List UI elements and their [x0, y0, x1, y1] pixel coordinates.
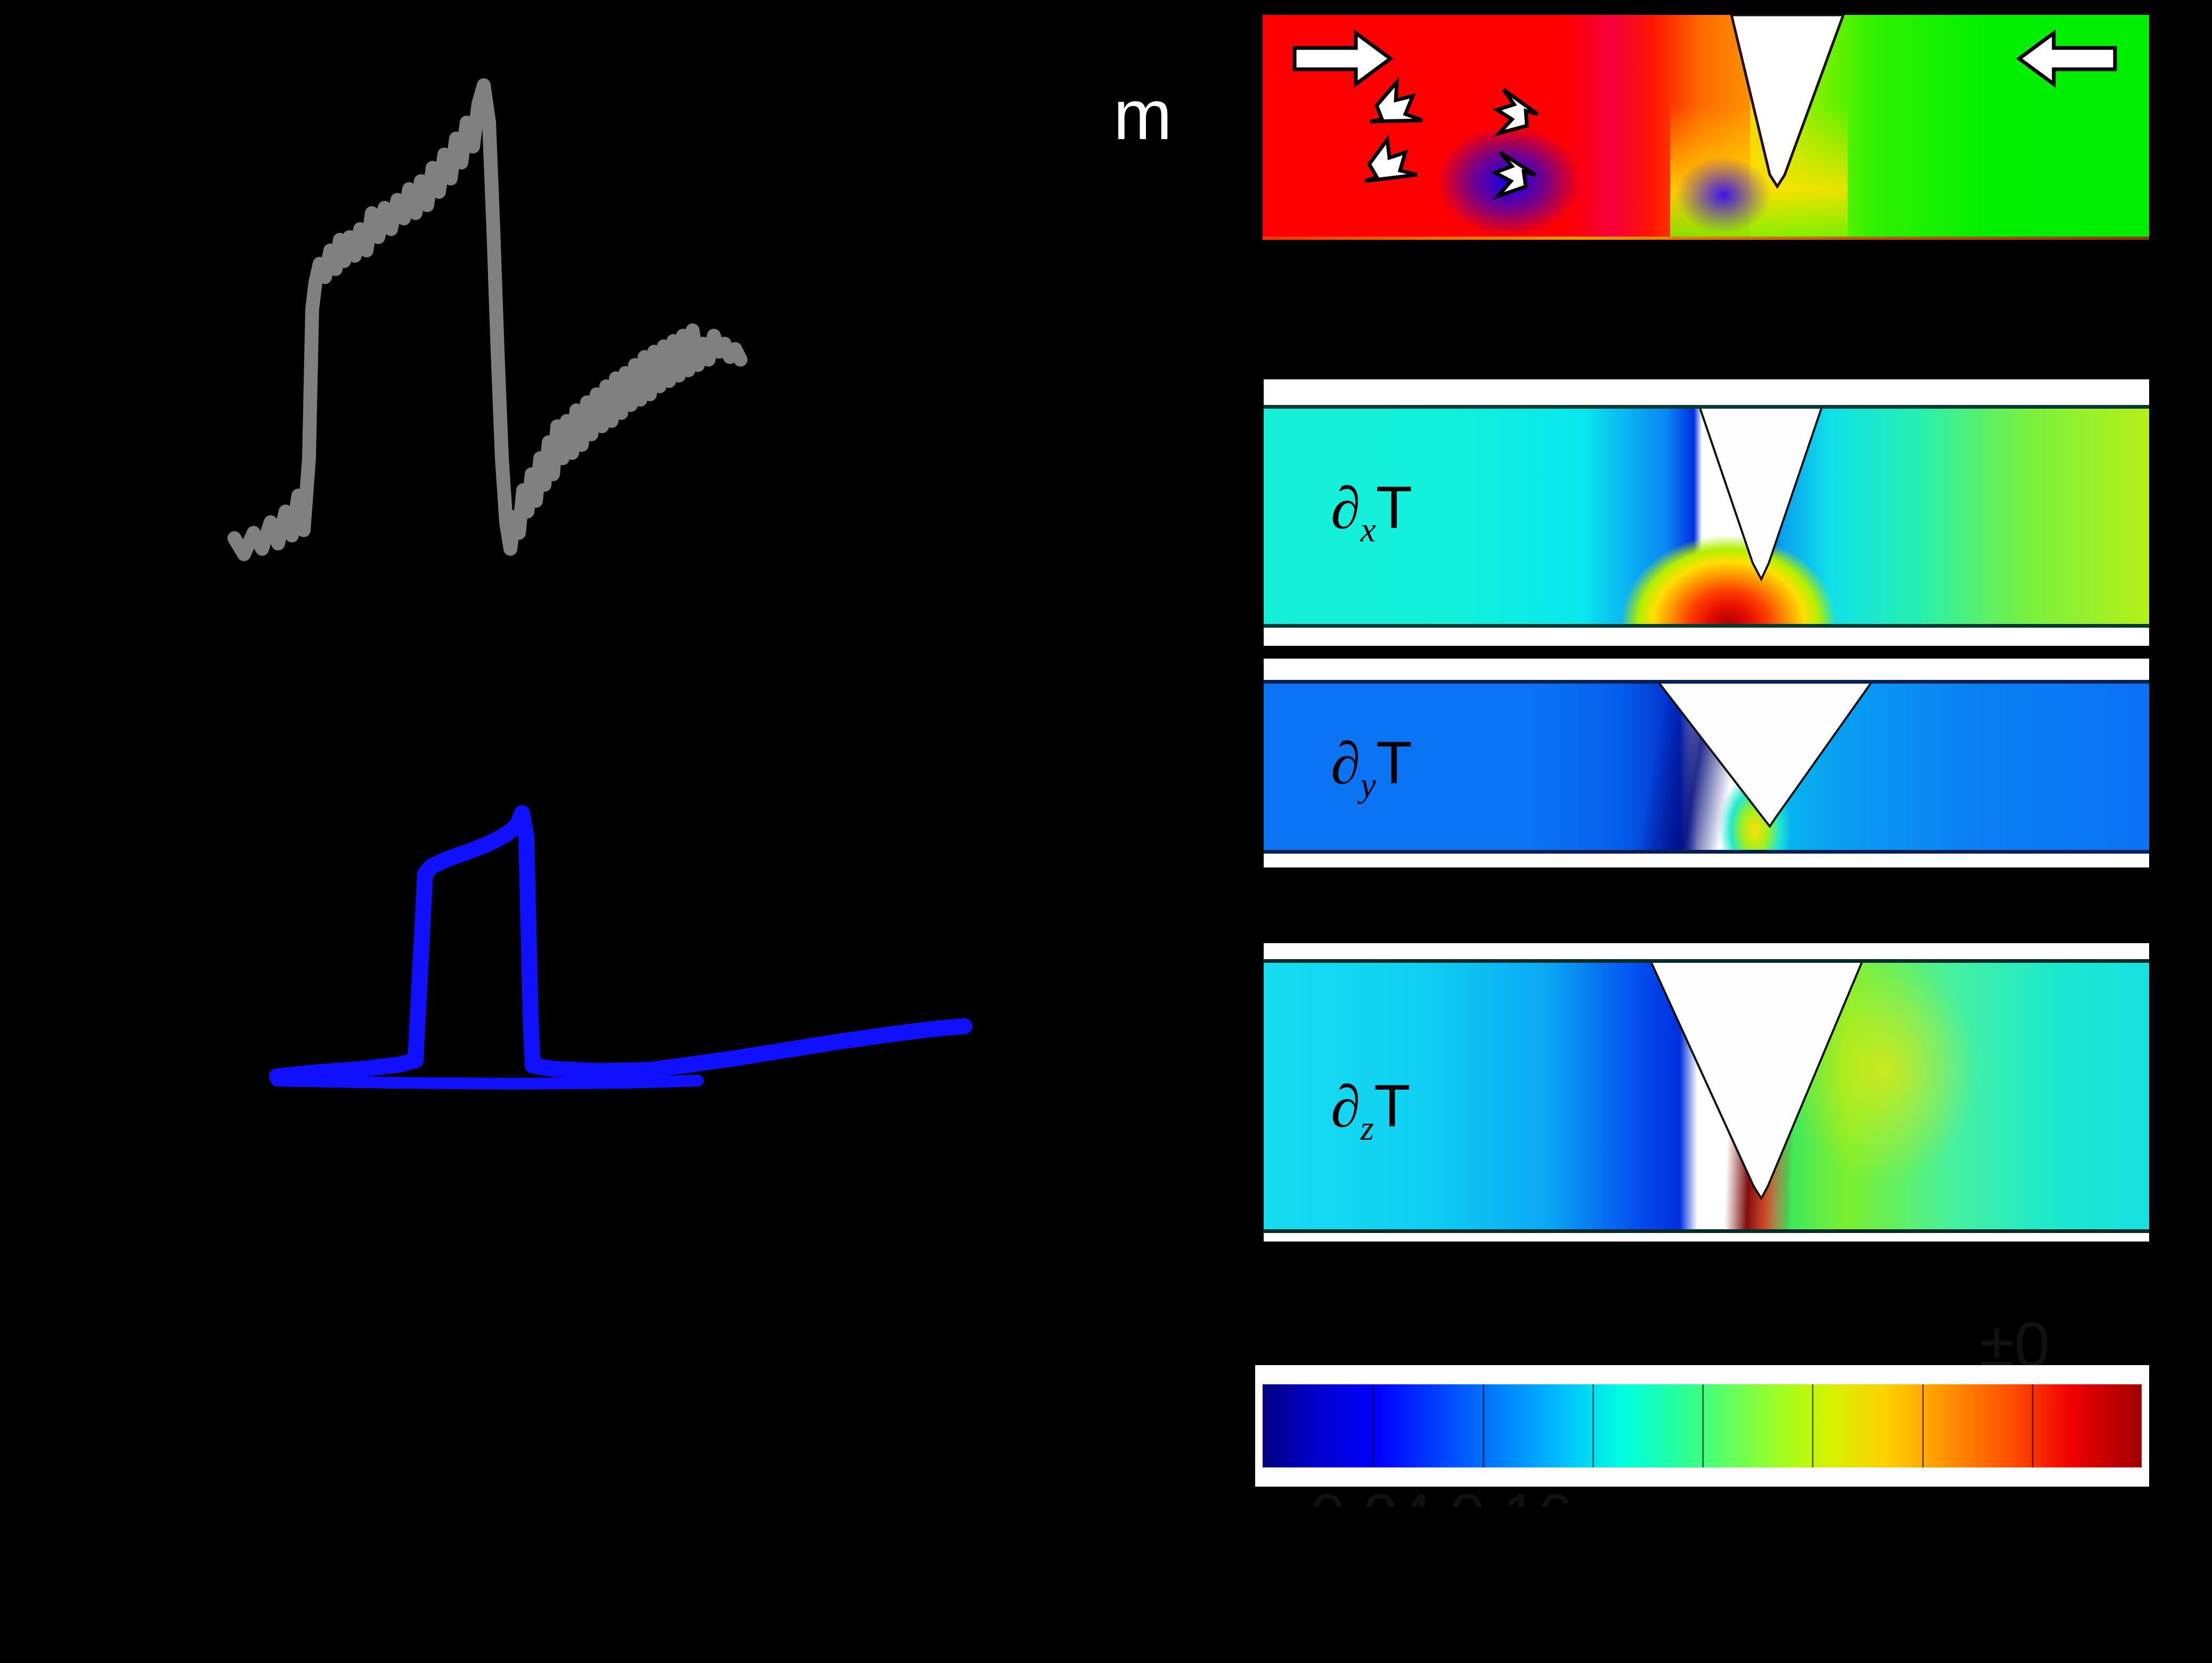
wall-arrow-upper-left-icon: [1370, 76, 1424, 124]
dxT-subscript: x: [1360, 510, 1376, 550]
dxT-field: [1264, 405, 2149, 628]
dyT-label: ∂yT: [1331, 733, 1412, 803]
wall-arrow-upper-right-icon: [1492, 88, 1539, 137]
wall-arrow-lower-right-icon: [1490, 151, 1536, 200]
colorbar-tick: [1812, 1384, 1814, 1467]
colorbar-range-labels: -0.04 0.16: [1289, 1480, 1572, 1507]
magnetization-panel: [1263, 15, 2149, 240]
gray-trace-svg: [227, 78, 747, 561]
dzT-subscript: z: [1360, 1109, 1375, 1148]
colorbar-frame: [1255, 1365, 2149, 1487]
dyT-field: [1264, 680, 2149, 854]
dxT-field-symbol: T: [1376, 474, 1413, 541]
gray-signal-line: [227, 78, 747, 561]
colorbar-max-label: ±0: [1979, 1309, 2050, 1368]
blue-signal-line: [269, 805, 972, 1084]
colorbar-tick: [1702, 1384, 1704, 1467]
right-domain-arrow-icon: [2016, 29, 2117, 88]
magnetization-notch: [1730, 15, 1845, 189]
colorbar-tick: [1482, 1384, 1484, 1467]
dyT-field-symbol: T: [1376, 729, 1413, 796]
dzT-panel: ∂zT: [1264, 943, 2149, 1242]
dzT-field: [1264, 959, 2149, 1233]
blue-model-svg: [269, 805, 972, 1090]
colorbar-gradient: [1263, 1384, 2142, 1467]
magnetization-arrow-layer: [1292, 29, 2117, 200]
right-crop-mask: [2149, 0, 2212, 1663]
magnetization-label: m: [1113, 76, 1173, 154]
colorbar-tick: [1922, 1384, 1924, 1467]
blue-baseline: [271, 1075, 704, 1090]
dyT-operator: ∂: [1331, 731, 1361, 797]
colorbar-tick: [1372, 1384, 1375, 1467]
colorbar-tick: [2031, 1384, 2034, 1467]
dyT-subscript: y: [1360, 766, 1376, 805]
magnetization-bottom-rim: [1263, 237, 2149, 240]
bottom-crop-mask: [0, 1535, 2212, 1663]
dyT-panel: ∂yT: [1264, 659, 2149, 867]
dxT-label: ∂xT: [1331, 478, 1412, 548]
dzT-notch: [1650, 963, 1863, 1200]
wall-arrow-lower-left-icon: [1364, 134, 1418, 183]
left-domain-arrow-icon: [1292, 29, 1394, 88]
colorbar-tick: [1592, 1384, 1594, 1467]
dzT-operator: ∂: [1331, 1074, 1361, 1140]
gray-trace-panel: [202, 53, 842, 575]
blue-trace-panel: [256, 767, 1002, 1108]
dxT-panel: ∂xT: [1264, 379, 2149, 646]
dxT-notch: [1699, 409, 1823, 582]
dyT-notch: [1658, 684, 1872, 829]
dzT-label: ∂zT: [1331, 1076, 1410, 1146]
dzT-field-symbol: T: [1374, 1073, 1411, 1139]
dxT-operator: ∂: [1331, 475, 1361, 541]
